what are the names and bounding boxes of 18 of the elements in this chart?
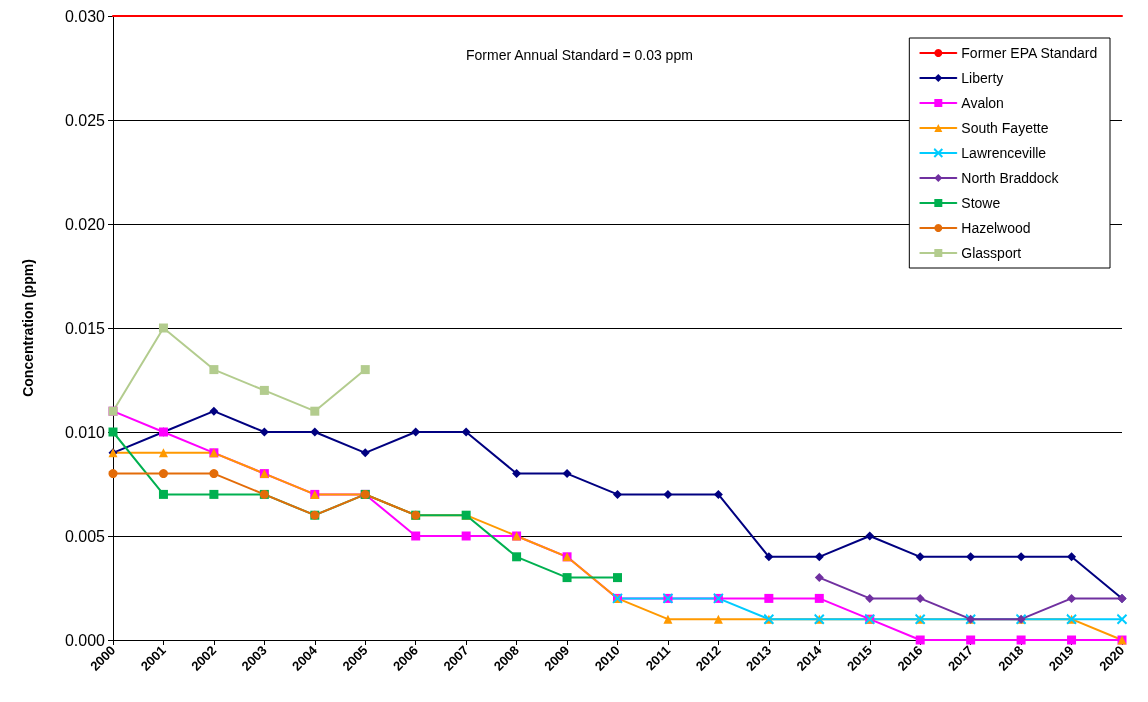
legend-label: Lawrenceville [961,145,1047,161]
legend-label: Avalon [961,95,1004,111]
annotation: Former Annual Standard = 0.03 ppm [466,47,693,63]
legend-label: Hazelwood [961,220,1031,236]
y-tick-label: 0.000 [64,631,106,649]
legend-label: North Braddock [961,170,1060,186]
legend-label: Glassport [961,245,1022,261]
y-axis-title: Concentration (ppm) [20,259,36,397]
y-tick-label: 0.010 [64,423,106,441]
y-tick-label: 0.025 [64,111,106,129]
y-tick-label: 0.020 [64,215,106,233]
legend-label: Stowe [961,195,1001,211]
legend-label: Former EPA Standard [961,45,1098,61]
legend-label: South Fayette [961,120,1049,136]
y-tick-label: 0.015 [64,319,106,337]
y-tick-label: 0.030 [64,7,106,25]
y-tick-label: 0.005 [64,527,106,545]
legend-label: Liberty [961,70,1004,86]
